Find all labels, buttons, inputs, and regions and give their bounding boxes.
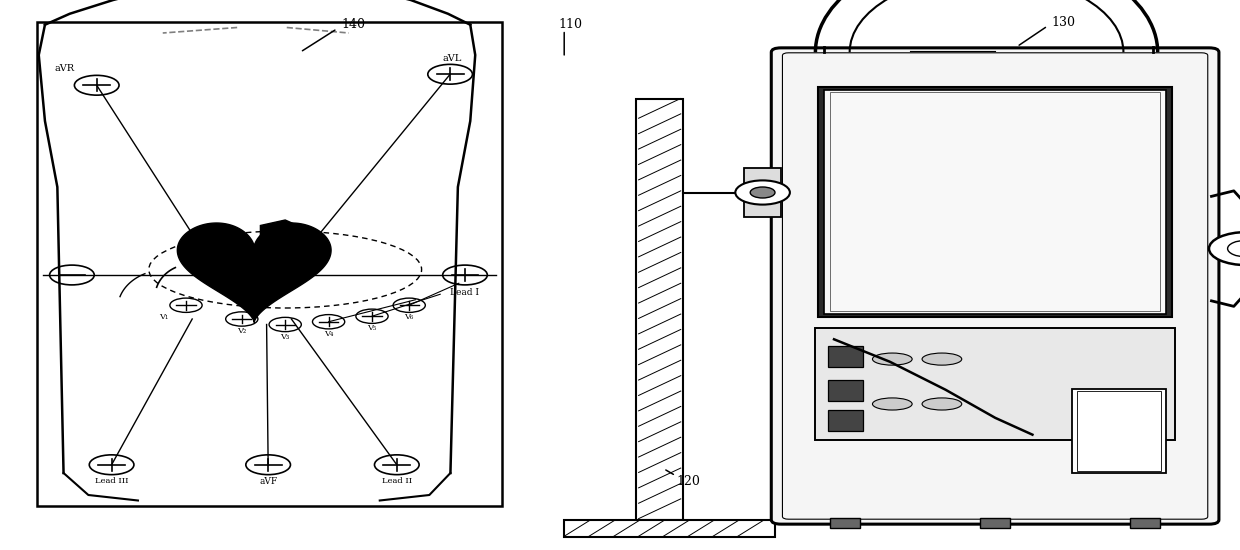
FancyBboxPatch shape bbox=[771, 48, 1219, 524]
Text: aVF: aVF bbox=[259, 477, 278, 486]
Circle shape bbox=[1209, 232, 1240, 265]
Bar bbox=[818, 87, 1173, 317]
Polygon shape bbox=[260, 220, 298, 236]
Bar bbox=[1078, 391, 1161, 471]
Ellipse shape bbox=[873, 398, 913, 410]
Circle shape bbox=[750, 187, 775, 198]
Bar bbox=[564, 520, 775, 537]
Text: 110: 110 bbox=[558, 18, 583, 31]
Bar bbox=[980, 518, 1009, 528]
Text: V₄: V₄ bbox=[324, 330, 334, 338]
Bar bbox=[636, 99, 683, 520]
Bar bbox=[744, 168, 781, 217]
Bar bbox=[828, 410, 863, 431]
Text: 140: 140 bbox=[341, 18, 366, 31]
Text: V₁: V₁ bbox=[159, 314, 169, 321]
Text: V₅: V₅ bbox=[367, 324, 377, 332]
Bar bbox=[831, 92, 1161, 311]
Circle shape bbox=[735, 180, 790, 205]
Bar bbox=[831, 518, 861, 528]
Text: 120: 120 bbox=[676, 475, 701, 488]
Text: Lead I: Lead I bbox=[450, 288, 480, 297]
Text: Lead III: Lead III bbox=[94, 477, 129, 485]
Bar bbox=[816, 328, 1174, 440]
Ellipse shape bbox=[923, 353, 962, 365]
Text: aVR: aVR bbox=[55, 64, 74, 73]
Bar bbox=[37, 22, 502, 506]
Ellipse shape bbox=[923, 398, 962, 410]
Text: 130: 130 bbox=[1052, 15, 1076, 29]
Text: V₂: V₂ bbox=[237, 327, 247, 335]
Text: Lead II: Lead II bbox=[382, 477, 412, 485]
Bar bbox=[1130, 518, 1159, 528]
Bar bbox=[828, 380, 863, 401]
Bar bbox=[823, 90, 1166, 314]
Bar bbox=[1073, 389, 1166, 473]
Polygon shape bbox=[177, 223, 331, 322]
Text: aVL: aVL bbox=[443, 54, 463, 63]
Text: V₆: V₆ bbox=[404, 314, 414, 321]
Ellipse shape bbox=[873, 353, 913, 365]
Text: V₃: V₃ bbox=[280, 333, 290, 340]
Bar bbox=[828, 346, 863, 367]
